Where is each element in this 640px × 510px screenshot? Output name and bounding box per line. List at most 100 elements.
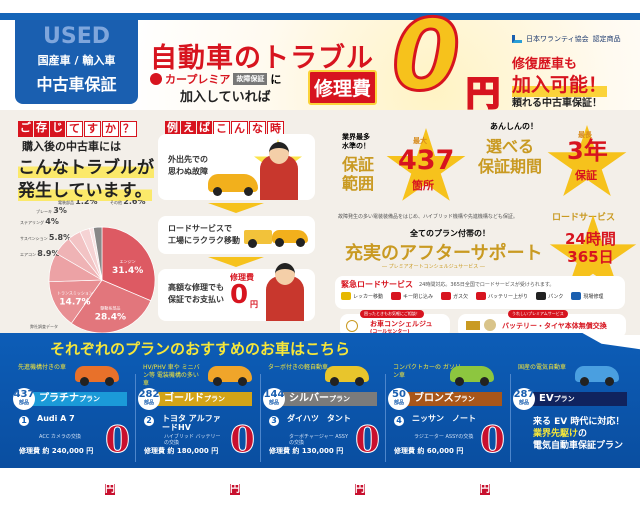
emergency-item-label: ガス欠 (453, 293, 469, 300)
main-title: 自動車のトラブル (150, 43, 374, 74)
heading-char: ば (197, 121, 212, 137)
association-mark-icon (512, 35, 522, 43)
battery-icon (466, 321, 480, 330)
repair-cost: 修理費 約 60,000 円 (394, 447, 464, 455)
service-icon (391, 292, 402, 300)
plan-name-bar: ゴールドプラン (156, 392, 252, 406)
heading-char: じ (50, 121, 65, 137)
emergency-item-label: 現場修理 (583, 293, 604, 300)
star-top: 最大 (413, 137, 427, 145)
heading-char: 存 (34, 121, 49, 137)
pie-label: 駆動系部品 28.4% (95, 305, 126, 323)
road-label: ロードサービス (552, 213, 616, 223)
certified-label: 認定商品 (592, 35, 621, 43)
heading-char: ？ (120, 121, 137, 137)
car-icon (450, 366, 494, 386)
pie-label: サスペンション 5.8% (20, 233, 71, 242)
example-number: 2 (144, 416, 154, 426)
pie-label: ステアリング 4% (20, 217, 59, 226)
heading-char: す (84, 121, 101, 137)
repair-part: ハイブリッド バッテリーの交換 (164, 434, 221, 446)
car-types: 国産車 / 輸入車 (37, 54, 116, 67)
yen-text: 円 (250, 300, 258, 309)
pie-label: エンジン 31.4% (112, 259, 143, 276)
zero-cost: 0円 (354, 419, 381, 495)
battery-tag: うれしいプレミアムサービス (508, 310, 568, 318)
headset-icon (346, 320, 358, 332)
heading-char: て (66, 121, 83, 137)
person-head-icon (269, 142, 289, 164)
occur-line: 発生しています。 (18, 176, 152, 201)
star-top: 最長 (578, 131, 592, 139)
intro-line: 購入後の中古車には (22, 140, 121, 153)
parts-count: 144 部品 (263, 388, 285, 410)
plan-column-ブロンズ[interactable]: コンパクトカーの ガソリン車 50 部品 ブロンズプラン 4 ニッサン ノート ラ… (388, 358, 514, 495)
coverage-value: 437 (398, 145, 455, 176)
service-icon (341, 292, 351, 300)
service-icon (536, 292, 547, 300)
emergency-item: ガス欠 (441, 292, 468, 300)
car-icon (575, 366, 619, 386)
emergency-item: パンク (536, 292, 563, 300)
plan-column-プラチナ[interactable]: 先進機構付きの車 437 部品 プラチナプラン 1 Audi A 7 ACC カメ… (13, 358, 139, 495)
period-pre: あんしんの！ (490, 122, 538, 131)
emergency-item-label: バッテリー上がり (488, 293, 529, 300)
plan-column-EV[interactable]: 国産の電気自動車 287 部品 EVプラン 来る EV 時代に対応！ 業界先駆けの… (513, 358, 639, 466)
car-icon (208, 366, 252, 386)
particle: に (270, 73, 282, 86)
repair-part: ACC カメラの交換 (39, 434, 81, 440)
plan-badge: 144 部品 シルバープラン (263, 388, 377, 410)
battery-title: バッテリー・タイヤ本体無償交換 (502, 322, 607, 330)
example-number: 4 (394, 416, 404, 426)
emergency-item: レッカー移動 (341, 292, 383, 300)
repair-cost: 修理費 約 240,000 円 (19, 447, 94, 455)
example-card-payment: 高額な修理でも 保証でお支払い 修理費 0 円 (158, 263, 315, 321)
car-model: ニッサン ノート (412, 414, 476, 423)
used-label: USED (43, 24, 110, 49)
arrow-down-icon (208, 203, 264, 213)
emergency-items: レッカー移動 キー閉じ込み ガス欠 バッテリー上がり パンク 現場修理 (341, 292, 603, 300)
coverage-note: 故障発生の多い電装装備品をはじめ、ハイブリッド機構や先進機構なども保証。 (338, 214, 518, 220)
repair-cost: 修理費 約 130,000 円 (269, 447, 344, 455)
left-heading: ご 存 じ て す か ？ (18, 121, 137, 137)
pie-label: ブレーキ 3% (36, 206, 67, 215)
divider (260, 374, 261, 462)
emergency-item: バッテリー上がり (476, 292, 528, 300)
car-icon (325, 366, 369, 386)
concierge-title: お車コンシェルジュ (370, 320, 433, 328)
tire-icon (484, 319, 496, 331)
heading-char: ご (18, 121, 33, 137)
plan-column-ゴールド[interactable]: HV/PHV 車や ミニバン等 電装機構の多い車 282 部品 ゴールドプラン 2… (138, 358, 264, 495)
car-model: Audi A 7 (37, 414, 75, 423)
period-unit: 保証 (575, 169, 597, 182)
heading-char: え (181, 121, 196, 137)
car-model: トヨタ アルファードHV (162, 414, 221, 432)
yen-big: 円 (465, 73, 501, 115)
period-label: 選べる 保証期間 (478, 137, 543, 176)
example-card-road: ロードサービスで 工場にラクラク移動 (158, 216, 315, 254)
plan-column-シルバー[interactable]: ターボ付きの軽自動車 144 部品 シルバープラン 3 ダイハツ タント ターボチ… (263, 358, 389, 495)
brand-tag: 故障保証 (233, 73, 268, 85)
ev-description: 来る EV 時代に対応！ 業界先駆けの 電気自動車保証プラン (533, 417, 625, 451)
repair-cost: 修理費 約 180,000 円 (144, 447, 219, 455)
coverage-unit: 箇所 (412, 179, 434, 192)
plan-name-bar: シルバープラン (281, 392, 377, 406)
plan-name-bar: EVプラン (531, 392, 627, 406)
pie-slice-0 (101, 226, 156, 302)
parts-count: 282 部品 (138, 388, 160, 410)
example-heading: 例 え ば こ ん な 時 (165, 121, 284, 137)
trouble-line: こんなトラブルが (18, 153, 154, 178)
plan-badge: 282 部品 ゴールドプラン (138, 388, 252, 410)
car-icon (272, 230, 308, 247)
example-text: ロードサービスで 工場にラクラク移動 (168, 224, 240, 245)
car-icon (75, 366, 119, 386)
chart-source: 弊社調査データ (30, 323, 58, 329)
service-icon (571, 292, 582, 300)
emergency-card: 緊急ロードサービス 24時間対応。365日全国でロードサービスが受けられます。 … (335, 276, 625, 309)
used-badge: USED 国産車 / 輸入車 中古車保証 (15, 20, 138, 104)
emergency-item-label: パンク (548, 293, 564, 300)
example-number: 1 (19, 416, 29, 426)
plan-name-bar: プラチナプラン (31, 392, 127, 406)
aftersupport-title: 充実のアフターサポート (345, 243, 543, 264)
pie-label: エアコン 8.9% (20, 249, 59, 258)
